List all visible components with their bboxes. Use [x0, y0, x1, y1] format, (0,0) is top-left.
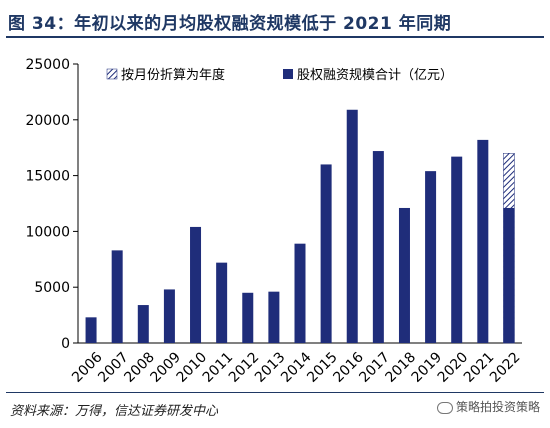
title-bar: 图 34：年初以来的月均股权融资规模低于 2021 年同期	[6, 6, 544, 38]
bar-2011	[216, 262, 228, 343]
y-axis: 0 5000 10000 15000 20000 25000	[25, 57, 79, 352]
y-tick-label: 5000	[34, 280, 70, 296]
x-axis: 2006200720082009201020112012201320142015…	[69, 342, 524, 386]
watermark-text: 策略拍投资策略	[455, 400, 540, 414]
bar-2009	[163, 289, 175, 343]
bar-2022	[503, 207, 515, 343]
bar-2012	[242, 292, 254, 343]
bar-2008	[137, 305, 149, 343]
y-tick-label: 25000	[25, 57, 70, 73]
bar-2018	[398, 207, 410, 343]
y-tick-label: 10000	[25, 224, 70, 240]
chart-title: 图 34：年初以来的月均股权融资规模低于 2021 年同期	[8, 14, 452, 34]
legend: 按月份折算为年度 股权融资规模合计（亿元）	[106, 67, 453, 83]
bar-2017	[372, 151, 384, 343]
watermark: 策略拍投资策略	[436, 398, 540, 415]
y-tick-label: 0	[61, 336, 70, 352]
x-tick-label: 2022	[487, 349, 524, 386]
bar-2006	[85, 317, 97, 343]
bar-2014	[294, 243, 306, 343]
legend-label-actual: 股权融资规模合计（亿元）	[297, 67, 453, 83]
wechat-icon	[436, 401, 453, 414]
legend-label-projected: 按月份折算为年度	[121, 67, 225, 83]
bar-2020	[451, 156, 463, 343]
footer-divider	[6, 392, 544, 393]
bar-2013	[268, 291, 280, 343]
legend-swatch-projected	[106, 68, 118, 80]
bar-2016	[346, 109, 358, 343]
bars	[85, 109, 515, 344]
bar-2019	[425, 171, 437, 343]
legend-swatch-actual	[283, 69, 293, 79]
source-note: 资料来源：万得，信达证券研发中心	[10, 404, 219, 419]
y-tick-label: 15000	[25, 169, 70, 185]
bar-2007	[111, 250, 123, 343]
y-tick-label: 20000	[25, 113, 70, 129]
bar-2010	[190, 226, 202, 343]
bar-2015	[320, 164, 332, 343]
bar-2021	[477, 139, 489, 343]
